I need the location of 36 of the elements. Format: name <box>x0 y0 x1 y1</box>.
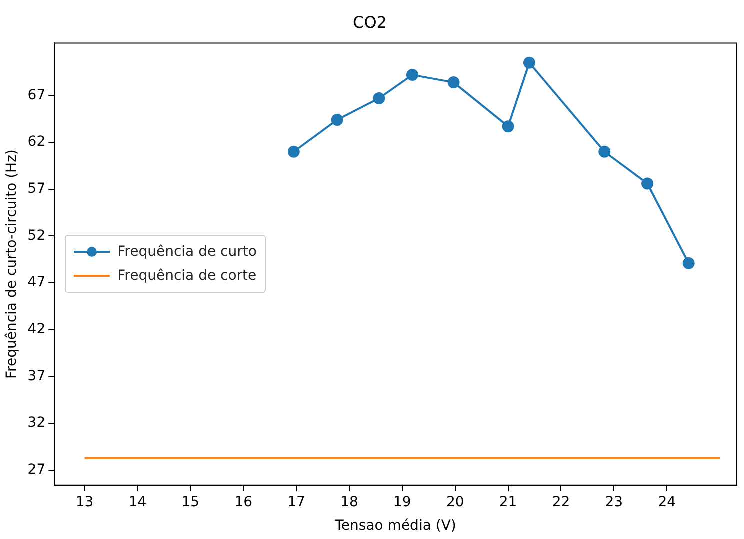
y-tick-label: 37 <box>28 368 46 384</box>
x-axis-title: Tensao média (V) <box>334 518 456 534</box>
x-tick-label: 16 <box>234 494 253 510</box>
point <box>598 146 611 158</box>
y-tick-label: 67 <box>28 87 46 104</box>
x-tick-label: 20 <box>446 494 464 510</box>
y-axis-title: Frequência de curto-circuito (Hz) <box>4 150 20 380</box>
y-tick-label: 52 <box>28 228 46 244</box>
chart-title: CO2 <box>353 12 387 32</box>
point <box>406 69 418 82</box>
point <box>331 114 344 126</box>
point <box>523 56 536 69</box>
point <box>373 92 386 104</box>
point <box>502 120 514 133</box>
y-tick-label: 42 <box>28 322 46 338</box>
legend-label: Frequência de curto <box>118 244 257 260</box>
x-tick-label: 17 <box>288 494 306 510</box>
y-tick-label: 57 <box>28 180 46 197</box>
x-tick-label: 22 <box>552 494 570 510</box>
x-tick-label: 14 <box>128 494 147 510</box>
x-tick-label: 21 <box>499 494 518 510</box>
x-tick-label: 24 <box>658 494 676 510</box>
point <box>448 76 460 89</box>
y-tick-label: 32 <box>28 415 46 432</box>
point <box>682 257 695 270</box>
point <box>642 178 654 190</box>
x-tick-label: 23 <box>605 494 624 510</box>
y-tick-label: 47 <box>28 274 46 291</box>
x-tick-label: 18 <box>340 494 358 510</box>
y-tick-label: 62 <box>28 134 46 150</box>
legend-label: Frequência de corte <box>118 268 257 284</box>
x-tick-label: 19 <box>394 494 412 510</box>
point <box>288 146 300 158</box>
x-tick-label: 13 <box>76 494 94 510</box>
y-tick-label: 27 <box>28 462 46 478</box>
x-tick-label: 15 <box>182 494 200 510</box>
